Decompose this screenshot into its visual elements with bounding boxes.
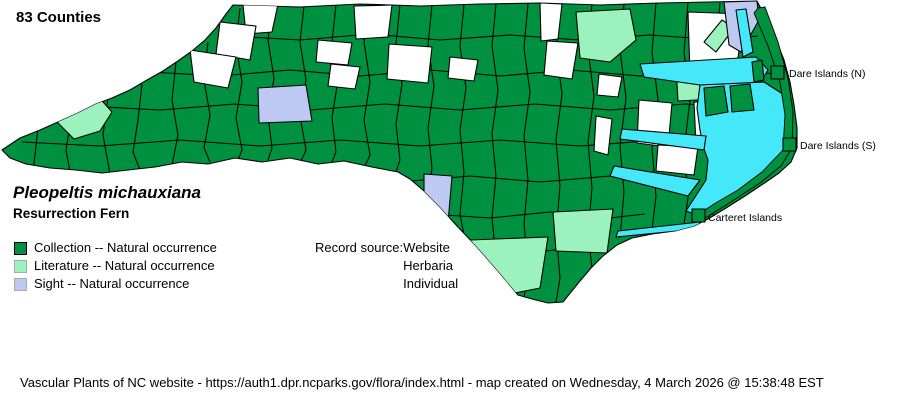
record-source-individual: Individual [403, 276, 459, 291]
dare-islands-n-label: Dare Islands (N) [789, 68, 865, 80]
legend-item-collection: Collection -- Natural occurrence [14, 239, 217, 257]
legend-label-sight: Sight -- Natural occurrence [34, 276, 190, 291]
species-common-name: Resurrection Fern [13, 206, 130, 221]
collection-swatch-icon [14, 241, 27, 255]
record-source-website: Website [403, 240, 450, 255]
record-source-herbaria: Herbaria [403, 258, 454, 273]
carteret-islands-marker [691, 208, 706, 223]
carteret-islands-label: Carteret Islands [708, 212, 782, 224]
island-markers: Dare Islands (N) Dare Islands (S) Carter… [691, 65, 876, 224]
sound-mainland-counties [703, 59, 765, 117]
record-source-block: Record source: Website Herbaria Individu… [315, 240, 458, 294]
legend-label-collection: Collection -- Natural occurrence [34, 240, 217, 255]
dare-islands-s-label: Dare Islands (S) [800, 140, 876, 152]
legend-item-sight: Sight -- Natural occurrence [14, 275, 217, 293]
legend: Collection -- Natural occurrence Literat… [14, 239, 217, 293]
literature-swatch-icon [14, 259, 27, 273]
record-source-label: Record source: [315, 240, 404, 255]
dare-islands-s-marker [782, 137, 797, 152]
footer-attribution: Vascular Plants of NC website - https://… [20, 375, 824, 390]
county-count-title: 83 Counties [16, 9, 102, 26]
legend-item-literature: Literature -- Natural occurrence [14, 257, 217, 275]
dare-islands-n-marker [770, 65, 785, 80]
sight-swatch-icon [14, 277, 27, 291]
legend-label-literature: Literature -- Natural occurrence [34, 258, 215, 273]
species-scientific-name: Pleopeltis michauxiana [13, 183, 202, 202]
